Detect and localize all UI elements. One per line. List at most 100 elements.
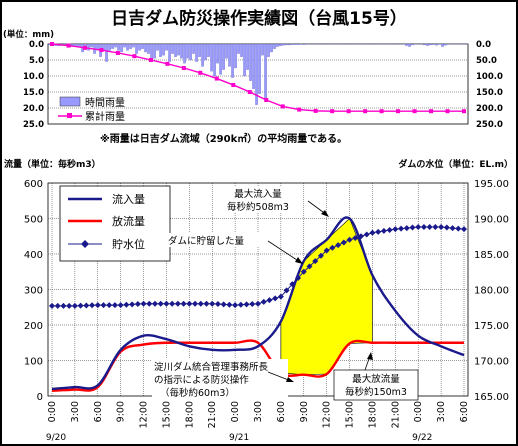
cumulative-rain-point bbox=[198, 70, 203, 75]
water-level-point bbox=[66, 302, 73, 309]
x-tick-label: 21:00 bbox=[207, 401, 218, 428]
water-level-point bbox=[83, 302, 90, 309]
hourly-rain-bar bbox=[159, 43, 162, 57]
hourly-rain-bar bbox=[294, 43, 297, 45]
water-level-point bbox=[260, 298, 267, 305]
cumulative-rain-point bbox=[396, 109, 401, 114]
water-level-point bbox=[403, 225, 410, 232]
hourly-rain-bar bbox=[135, 43, 138, 54]
peak-inflow-line1: 最大流入量 bbox=[234, 188, 282, 200]
hourly-rain-bar bbox=[426, 43, 429, 46]
hourly-rain-bar bbox=[246, 43, 249, 70]
rain-left-tick: 5.0 bbox=[29, 56, 44, 66]
hourly-rain-bar bbox=[189, 43, 192, 61]
x-tick-label: 0:00 bbox=[230, 401, 241, 422]
hourly-rain-bar bbox=[177, 43, 180, 56]
flow-left-tick: 0 bbox=[37, 392, 43, 403]
water-level-point bbox=[306, 263, 313, 270]
water-level-point bbox=[60, 302, 67, 309]
x-tick-label: 3:00 bbox=[253, 401, 264, 422]
flow-right-tick: 190.00 bbox=[474, 215, 509, 226]
hourly-rain-bar bbox=[297, 43, 300, 45]
water-level-point bbox=[111, 302, 118, 309]
hourly-rain-bar bbox=[186, 43, 189, 59]
cumulative-rain-point bbox=[148, 58, 153, 62]
hourly-rain-bar bbox=[147, 43, 150, 54]
cumulative-rain-point bbox=[66, 43, 71, 48]
cumulative-rain-point bbox=[412, 109, 417, 114]
cumulative-rain-point bbox=[297, 107, 302, 112]
water-level-point bbox=[123, 301, 130, 308]
water-level-point bbox=[214, 301, 221, 308]
hourly-rain-bar bbox=[264, 43, 267, 99]
water-level-point bbox=[392, 226, 399, 233]
flow-left-tick: 100 bbox=[24, 357, 43, 368]
operation-box bbox=[152, 359, 288, 398]
water-level-point bbox=[169, 300, 176, 307]
water-level-point bbox=[461, 226, 467, 233]
hourly-rain-bar bbox=[207, 43, 210, 57]
hourly-rain-bar bbox=[126, 43, 129, 51]
hourly-rain-bar bbox=[174, 43, 177, 57]
peak-release-box bbox=[333, 369, 419, 401]
cumulative-rain-point bbox=[132, 54, 137, 59]
peak-release-line1: 最大放流量 bbox=[352, 373, 400, 385]
cumulative-rain-line bbox=[51, 43, 464, 112]
flow-left-tick: 300 bbox=[24, 286, 43, 297]
hourly-rain-bar bbox=[243, 43, 246, 77]
water-level-point bbox=[415, 224, 422, 231]
hourly-rain-bar bbox=[198, 43, 201, 57]
water-level-point bbox=[277, 293, 284, 300]
peak-release-line2: 毎秒約150m3 bbox=[345, 386, 407, 398]
water-level-point bbox=[438, 224, 445, 231]
water-level-point bbox=[226, 301, 233, 308]
x-tick-label: 12:00 bbox=[139, 401, 150, 428]
water-level-point bbox=[323, 247, 330, 254]
x-tick-label: 6:00 bbox=[93, 401, 104, 422]
x-tick-label: 6:00 bbox=[276, 401, 287, 422]
hourly-rain-bar bbox=[288, 43, 291, 46]
hourly-rain-bar bbox=[222, 43, 225, 70]
x-tick-label: 0:00 bbox=[413, 401, 424, 422]
water-level-point bbox=[426, 224, 433, 231]
water-level-point bbox=[243, 301, 250, 308]
hourly-rain-bar bbox=[141, 43, 144, 49]
flow-right-tick: 175.00 bbox=[474, 321, 509, 332]
peak-inflow-annotation: 最大流入量 毎秒約508m3 bbox=[218, 186, 329, 217]
water-level-point bbox=[54, 302, 61, 309]
water-level-point bbox=[283, 287, 290, 294]
x-tick-label: 18:00 bbox=[367, 401, 378, 428]
hourly-rain-bar bbox=[90, 43, 93, 48]
cumulative-rain-point bbox=[363, 109, 368, 114]
water-level-point bbox=[409, 224, 416, 231]
legend-cumulative-rain-marker bbox=[67, 113, 72, 118]
hourly-rain-bar bbox=[201, 43, 204, 67]
water-level-point bbox=[180, 300, 187, 307]
cumulative-rain-point bbox=[115, 50, 120, 55]
hourly-rain-bar bbox=[192, 43, 195, 54]
water-level-point bbox=[77, 302, 84, 309]
hourly-rain-bar bbox=[114, 43, 117, 48]
hourly-rain-bar bbox=[165, 43, 168, 51]
cumulative-rain-point bbox=[280, 104, 285, 109]
water-level-point bbox=[117, 302, 124, 309]
water-level-point bbox=[455, 225, 462, 232]
rain-right-tick: 100.0 bbox=[476, 72, 503, 82]
water-level-point bbox=[340, 239, 347, 246]
flow-chart: 流量（単位：毎秒m3） ダムの水位（単位：EL.m） 0 100 200 300 400… bbox=[4, 158, 513, 443]
hourly-rain-bar bbox=[72, 43, 75, 46]
water-level-point bbox=[386, 227, 393, 234]
rain-right-tick: 0.0 bbox=[476, 40, 491, 50]
cumulative-rain-point bbox=[82, 45, 87, 50]
water-level-point bbox=[380, 227, 387, 234]
water-level-point bbox=[71, 302, 78, 309]
cumulative-rain-point bbox=[429, 109, 434, 114]
rainfall-chart: (単位：mm) 0.0 5.0 10.0 15.0 20.0 25.0 0.0 50.0 10… bbox=[3, 29, 503, 145]
hourly-rain-bar bbox=[432, 43, 435, 45]
peak-inflow-line2: 毎秒約508m3 bbox=[227, 201, 289, 213]
x-tick-label: 9:00 bbox=[116, 401, 127, 422]
x-tick-label: 15:00 bbox=[161, 401, 172, 428]
water-level-point bbox=[317, 252, 324, 259]
peak-release-arrowhead bbox=[367, 352, 373, 360]
flow-right-tick: 195.00 bbox=[474, 179, 509, 190]
